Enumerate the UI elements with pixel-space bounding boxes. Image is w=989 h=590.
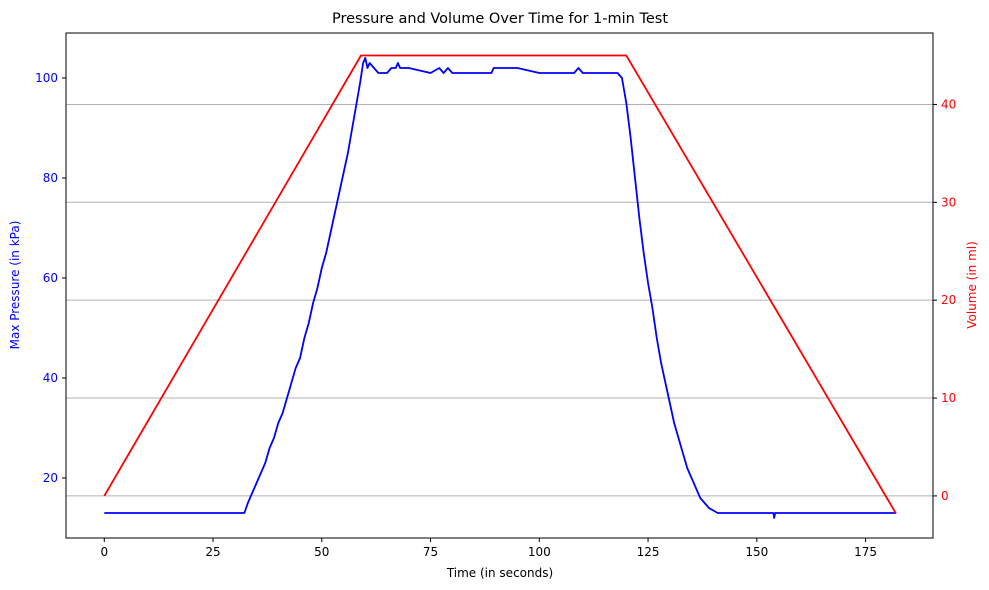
y-right-tick-label-10: 10 (941, 391, 956, 405)
y-right-tick-label-30: 30 (941, 195, 956, 209)
volume-line (103, 54, 897, 514)
x-tick-label-0: 0 (100, 545, 108, 559)
y-right-tick-label-20: 20 (941, 293, 956, 307)
chart-title: Pressure and Volume Over Time for 1-min … (332, 11, 668, 27)
y-axis-left-label: Max Pressure (in kPa) (8, 221, 22, 350)
y-left-tick-label-60: 60 (43, 271, 58, 285)
y-axis-right: 0 10 20 30 40 (933, 97, 956, 503)
x-tick-label-50: 50 (314, 545, 329, 559)
x-axis: 0 25 50 75 100 125 150 175 (100, 538, 877, 559)
x-tick-label-75: 75 (423, 545, 438, 559)
y-left-tick-label-20: 20 (43, 471, 58, 485)
x-tick-label-150: 150 (745, 545, 768, 559)
pressure-line (104, 57, 897, 519)
y-axis-left: 20 40 60 80 100 (35, 71, 66, 485)
y-left-tick-label-80: 80 (43, 171, 58, 185)
x-tick-label-100: 100 (528, 545, 551, 559)
x-axis-label: Time (in seconds) (446, 566, 553, 580)
y-left-tick-label-40: 40 (43, 371, 58, 385)
x-tick-label-25: 25 (205, 545, 220, 559)
gridlines (66, 103, 933, 497)
plot-area-frame (65, 32, 934, 539)
x-tick-label-125: 125 (637, 545, 660, 559)
x-tick-label-175: 175 (854, 545, 877, 559)
series-layer (103, 54, 897, 519)
y-axis-right-label: Volume (in ml) (965, 241, 979, 329)
y-left-tick-label-100: 100 (35, 71, 58, 85)
y-right-tick-label-40: 40 (941, 97, 956, 111)
y-right-tick-label-0: 0 (941, 489, 949, 503)
